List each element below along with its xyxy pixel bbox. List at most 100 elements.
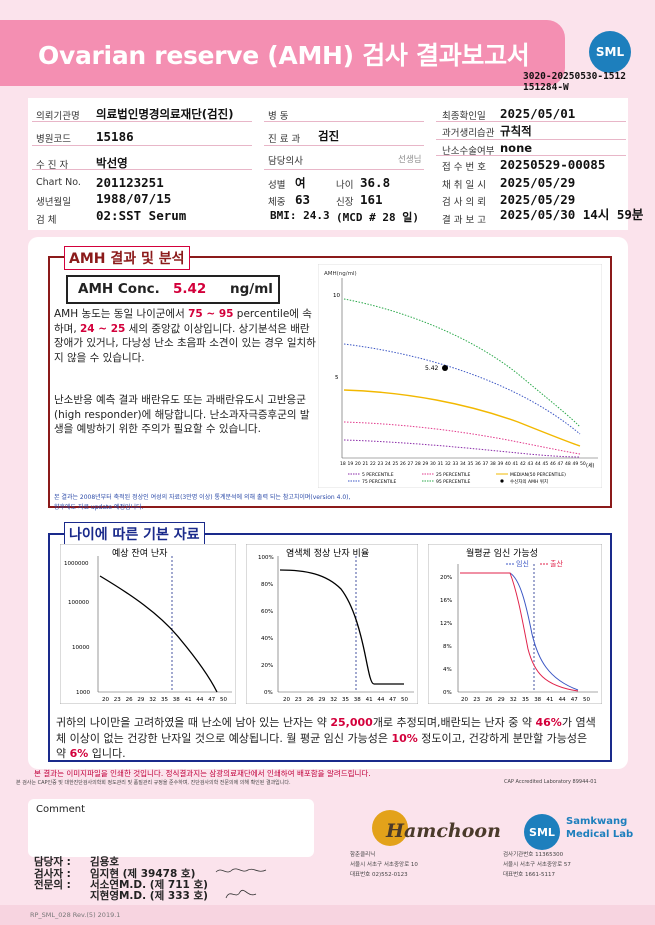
sex-label: 성별	[268, 180, 286, 191]
sex-value: 여	[295, 176, 306, 190]
final-check-value: 2025/05/01	[500, 106, 576, 121]
x-tick-label: 20	[283, 697, 290, 703]
c2-y-100: 100%	[258, 555, 274, 561]
sml-address: 서울시 서초구 서초중앙로 57	[503, 862, 571, 868]
x-tick-label: 50	[401, 697, 408, 703]
legend-median: MEDIAN(50 PERCENTILE)	[510, 472, 566, 478]
patient-amh-point	[442, 365, 448, 371]
age-value: 36.8	[360, 175, 391, 190]
comment-box	[28, 799, 314, 857]
amh-x-tick: 22	[370, 461, 376, 467]
specimen-value: 02:SST Serum	[96, 208, 187, 223]
amh-conc-label: AMH Conc.	[78, 281, 160, 297]
bottom-strip	[0, 905, 655, 925]
patient-amh-point-label: 5.42	[425, 365, 439, 372]
x-tick-label: 23	[473, 697, 480, 703]
dept-value: 검진	[318, 129, 340, 143]
basic-data-title: 나이에 따른 기본 자료	[64, 522, 205, 546]
normal-chromosome-chart: 염색체 정상 난자 비율 100% 80% 60% 40% 20% 0% 20 2…	[246, 544, 418, 704]
x-tick-label: 32	[149, 697, 156, 703]
report-number: 3020-20250530-1512	[523, 71, 626, 82]
specialist-label: 전문의 :	[34, 879, 71, 891]
basic-data-summary: 귀하의 나이만을 고려하였을 때 난소에 남아 있는 난자는 약 25,000개…	[56, 716, 596, 760]
amh-interpretation: AMH 농도는 동일 나이군에서 75 ~ 95 percentile에 속하며…	[54, 308, 316, 364]
amh-x-tick: 46	[550, 461, 556, 467]
sample-date-label: 채 취 일 시	[442, 180, 487, 191]
amh-section-box	[48, 256, 612, 508]
weight-label: 체중	[268, 197, 286, 208]
institution-label: 의뢰기관명	[36, 111, 80, 122]
request-label: 검 사 의 뢰	[442, 197, 487, 208]
sample-date-value: 2025/05/29	[500, 175, 576, 190]
physician-suffix: 선생님	[398, 155, 422, 165]
final-check-label: 최종확인일	[442, 111, 486, 122]
amh-x-tick: 42	[520, 461, 526, 467]
sml-logo: SML	[589, 31, 631, 73]
hamchoon-phone: 대표번호 02)552-0123	[350, 872, 408, 878]
amh-x-tick: 43	[528, 461, 534, 467]
amh-x-tick: 47	[558, 461, 564, 467]
report-title: Ovarian reserve (AMH) 검사 결과보고서	[38, 41, 530, 70]
age-label: 나이	[336, 180, 354, 191]
amh-x-tick: 32	[445, 461, 451, 467]
x-tick-label: 44	[196, 697, 203, 703]
median-curve	[343, 389, 581, 447]
amh-section-title: AMH 결과 및 분석	[64, 246, 190, 270]
amh-conc-value: 5.42	[173, 281, 207, 297]
sml-lab-number: 검사기관번호 11365300	[503, 852, 564, 858]
amh-y-axis-label: AMH(ng/ml)	[324, 271, 357, 277]
chart-no-value: 201123251	[96, 175, 164, 190]
amh-note-1: 본 결과는 2008년부터 축적된 정상인 여성의 자료(3만명 이상) 통계분…	[54, 494, 351, 501]
form-code: RP_SML_028 Rev.(5) 2019.1	[30, 911, 121, 919]
x-tick-label: 29	[498, 697, 505, 703]
normal-chromosome-curve	[279, 569, 404, 685]
hamchoon-address: 서울시 서초구 서초중앙로 10	[350, 862, 418, 868]
c2-y-0: 0%	[264, 690, 273, 696]
x-tick-label: 29	[318, 697, 325, 703]
birth-curve	[460, 572, 579, 692]
amh-x-tick: 39	[498, 461, 504, 467]
amh-x-tick: 27	[408, 461, 414, 467]
c1-y-100k: 100000	[68, 600, 89, 606]
chart-no-label: Chart No.	[36, 177, 81, 188]
x-tick-label: 44	[559, 697, 566, 703]
amh-x-tick: 40	[505, 461, 511, 467]
specialist-name-1: 서소연M.D. (제 711 호)	[90, 879, 208, 891]
c2-y-80: 80%	[261, 582, 273, 588]
p95-curve	[343, 298, 581, 428]
c1-y-10k: 10000	[72, 645, 90, 651]
x-tick-label: 50	[583, 697, 590, 703]
c3-y-16: 16%	[440, 598, 452, 604]
amh-x-tick: 21	[363, 461, 369, 467]
ward-label: 병 동	[268, 111, 289, 122]
x-tick-label: 26	[307, 697, 314, 703]
amh-x-tick: 23	[378, 461, 384, 467]
c2-y-40: 40%	[261, 636, 273, 642]
amh-x-tick: 29	[423, 461, 429, 467]
manager-name: 김용호	[90, 856, 119, 868]
hospital-code-value: 15186	[96, 129, 134, 144]
hamchoon-name: 함춘클리닉	[350, 852, 376, 858]
amh-x-tick: 38	[490, 461, 496, 467]
x-tick-label: 47	[571, 697, 578, 703]
amh-x-tick: 33	[453, 461, 459, 467]
sml-phone: 대표번호 1661-5117	[503, 872, 555, 878]
sml-bottom-logo: SML	[524, 814, 560, 850]
specimen-label: 검 체	[36, 215, 57, 226]
x-tick-label: 35	[522, 697, 529, 703]
birth-label: 생년월일	[36, 197, 71, 208]
x-tick-label: 38	[534, 697, 541, 703]
x-tick-label: 20	[102, 697, 109, 703]
c1-y-1k: 1000	[76, 690, 90, 696]
x-tick-label: 35	[342, 697, 349, 703]
amh-x-tick: 41	[513, 461, 519, 467]
basic-data-box	[48, 533, 612, 762]
x-tick-label: 47	[208, 697, 215, 703]
x-tick-label: 41	[546, 697, 553, 703]
c3-y-8: 8%	[443, 644, 452, 650]
result-report-label: 결 과 보 고	[442, 215, 487, 226]
ovary-surgery-value: none	[500, 141, 533, 155]
amh-x-tick: 45	[543, 461, 549, 467]
ovary-surgery-label: 난소수술여부	[442, 146, 495, 157]
c1-y-1m: 1000000	[64, 561, 89, 567]
